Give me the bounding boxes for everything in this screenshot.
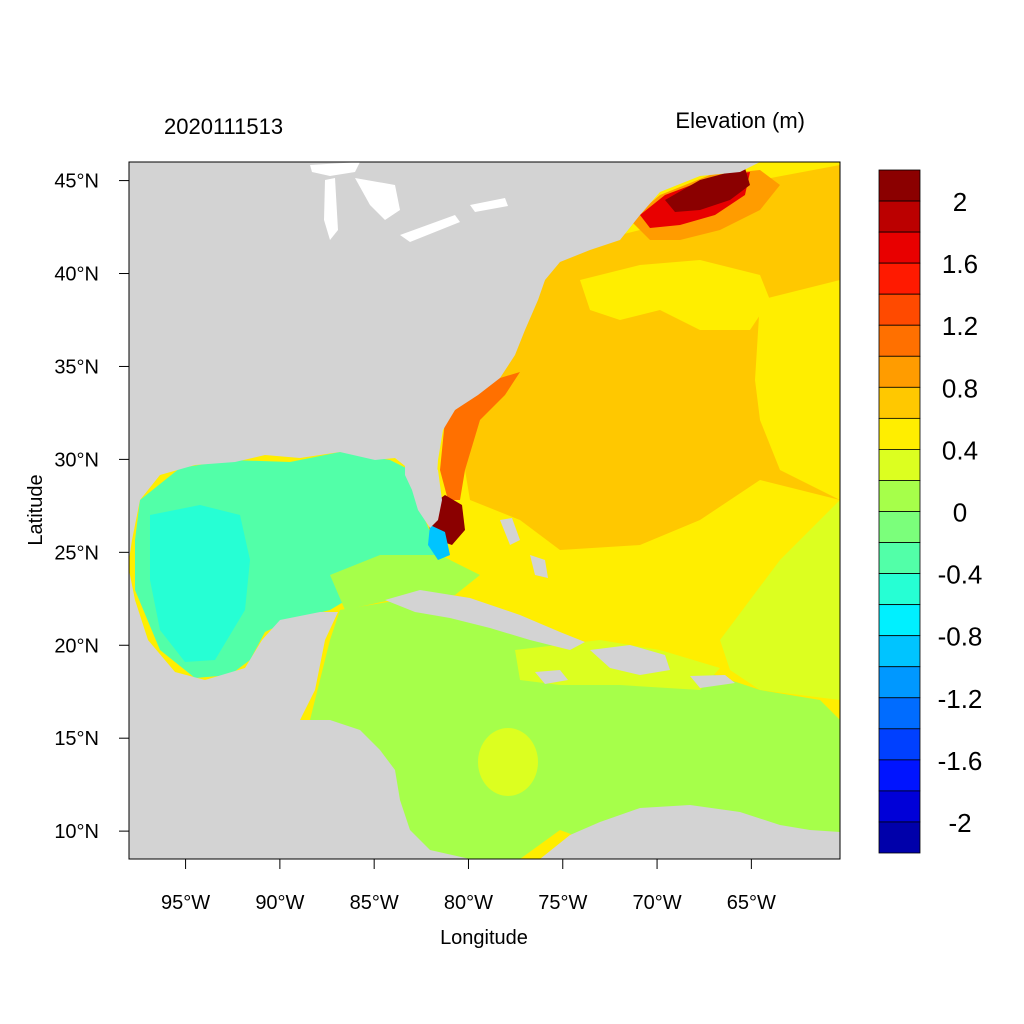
colorbar-swatch <box>878 635 921 668</box>
land-bahamas-2 <box>530 555 548 578</box>
colorbar-tick-label: 1.6 <box>942 249 978 279</box>
land-mexico-central-america <box>129 570 470 859</box>
lake-michigan <box>324 178 338 240</box>
x-tick-label: 75°W <box>538 892 587 914</box>
colorbar-swatch <box>878 262 921 295</box>
land-puerto-rico <box>690 675 735 688</box>
colorbar-swatch <box>878 759 921 792</box>
lake-superior <box>310 162 360 176</box>
great-lakes <box>310 162 508 242</box>
colorbar-swatch <box>878 728 921 761</box>
colorbar-swatch <box>878 386 921 419</box>
colorbar-swatch <box>878 324 921 357</box>
x-tick-label: 65°W <box>727 892 776 914</box>
region-atlantic-yellow-east <box>755 280 840 500</box>
region-gulf-of-maine-core <box>665 168 750 212</box>
land-masses <box>129 162 840 859</box>
land-hispaniola <box>590 645 670 675</box>
colorbar-tick-label: -2 <box>948 808 971 838</box>
colorbar-swatch <box>878 200 921 233</box>
lake-huron <box>355 178 400 220</box>
colorbar-swatch <box>878 790 921 823</box>
colorbar-swatch <box>878 293 921 326</box>
y-tick-label: 20°N <box>54 635 99 657</box>
x-tick-label: 85°W <box>350 892 399 914</box>
colorbar-title: Elevation (m) <box>675 108 805 133</box>
y-axis-title: Latitude <box>25 474 47 545</box>
colorbar-swatch <box>878 480 921 512</box>
timestamp-label: 2020111513 <box>164 114 283 139</box>
land-north-america <box>129 162 760 560</box>
land-florida-peninsula <box>405 458 442 528</box>
colorbar-swatch <box>878 417 921 450</box>
colorbar-swatch <box>878 169 921 202</box>
colorbar-tick-label: -1.6 <box>938 746 983 776</box>
x-tick-label: 70°W <box>633 892 682 914</box>
colorbar-swatch <box>878 697 921 730</box>
y-tick-label: 40°N <box>54 264 99 286</box>
y-tick-label: 30°N <box>54 449 99 471</box>
land-jamaica <box>535 670 568 684</box>
land-cuba <box>385 590 585 650</box>
colorbar-swatch <box>878 449 921 481</box>
y-tick-label: 45°N <box>54 171 99 193</box>
colorbar-tick-label: 2 <box>953 187 967 217</box>
colorbar-swatch <box>878 604 921 637</box>
plot-frame <box>128 161 841 860</box>
x-tick-label: 80°W <box>444 892 493 914</box>
colorbar-tick-label: 0 <box>953 498 967 528</box>
lake-erie <box>400 215 460 242</box>
colorbar-swatch <box>878 511 921 543</box>
colorbar-swatch <box>878 355 921 388</box>
region-caribbean-bulge <box>478 728 538 796</box>
x-tick-label: 90°W <box>255 892 304 914</box>
region-florida-straits <box>428 525 450 560</box>
colorbar-swatch <box>878 821 921 854</box>
colorbar-swatch <box>878 542 921 574</box>
land-south-america <box>540 805 840 859</box>
colorbar-tick-label: 1.2 <box>942 311 978 341</box>
y-tick-label: 25°N <box>54 542 99 564</box>
region-sab-coast-orange <box>440 372 520 500</box>
region-gulf-of-mexico-west <box>150 505 250 662</box>
region-caribbean <box>310 600 840 859</box>
colorbar-tick-label: 0.4 <box>942 435 978 465</box>
colorbar: 2 1.6 1.2 0.8 0.4 0 -0.4 -0.8 -1.2 -1.6 -2 <box>878 169 983 854</box>
colorbar-tick-label: 0.8 <box>942 373 978 403</box>
x-axis: 95°W 90°W 85°W 80°W 75°W 70°W 65°W <box>161 859 776 914</box>
lake-ontario <box>470 198 508 212</box>
region-atlantic-yellow-inner <box>580 260 770 330</box>
colorbar-swatch <box>878 666 921 699</box>
y-tick-label: 10°N <box>54 821 99 843</box>
colorbar-tick-label: -0.8 <box>938 622 983 652</box>
colorbar-tick-label: -0.4 <box>938 560 983 590</box>
region-atlantic-lime-east <box>720 500 840 700</box>
y-tick-label: 15°N <box>54 728 99 750</box>
colorbar-tick-label: -1.2 <box>938 684 983 714</box>
colorbar-swatch <box>878 231 921 264</box>
x-axis-title: Longitude <box>440 927 528 949</box>
y-tick-label: 35°N <box>54 356 99 378</box>
map-panel <box>129 162 840 859</box>
region-gulf-of-mexico-yellow-transition <box>330 555 480 610</box>
land-bahamas-1 <box>500 518 520 545</box>
y-axis: 45°N 40°N 35°N 30°N 25°N 20°N 15°N 10°N <box>54 171 129 843</box>
colorbar-swatch <box>878 573 921 606</box>
x-tick-label: 95°W <box>161 892 210 914</box>
